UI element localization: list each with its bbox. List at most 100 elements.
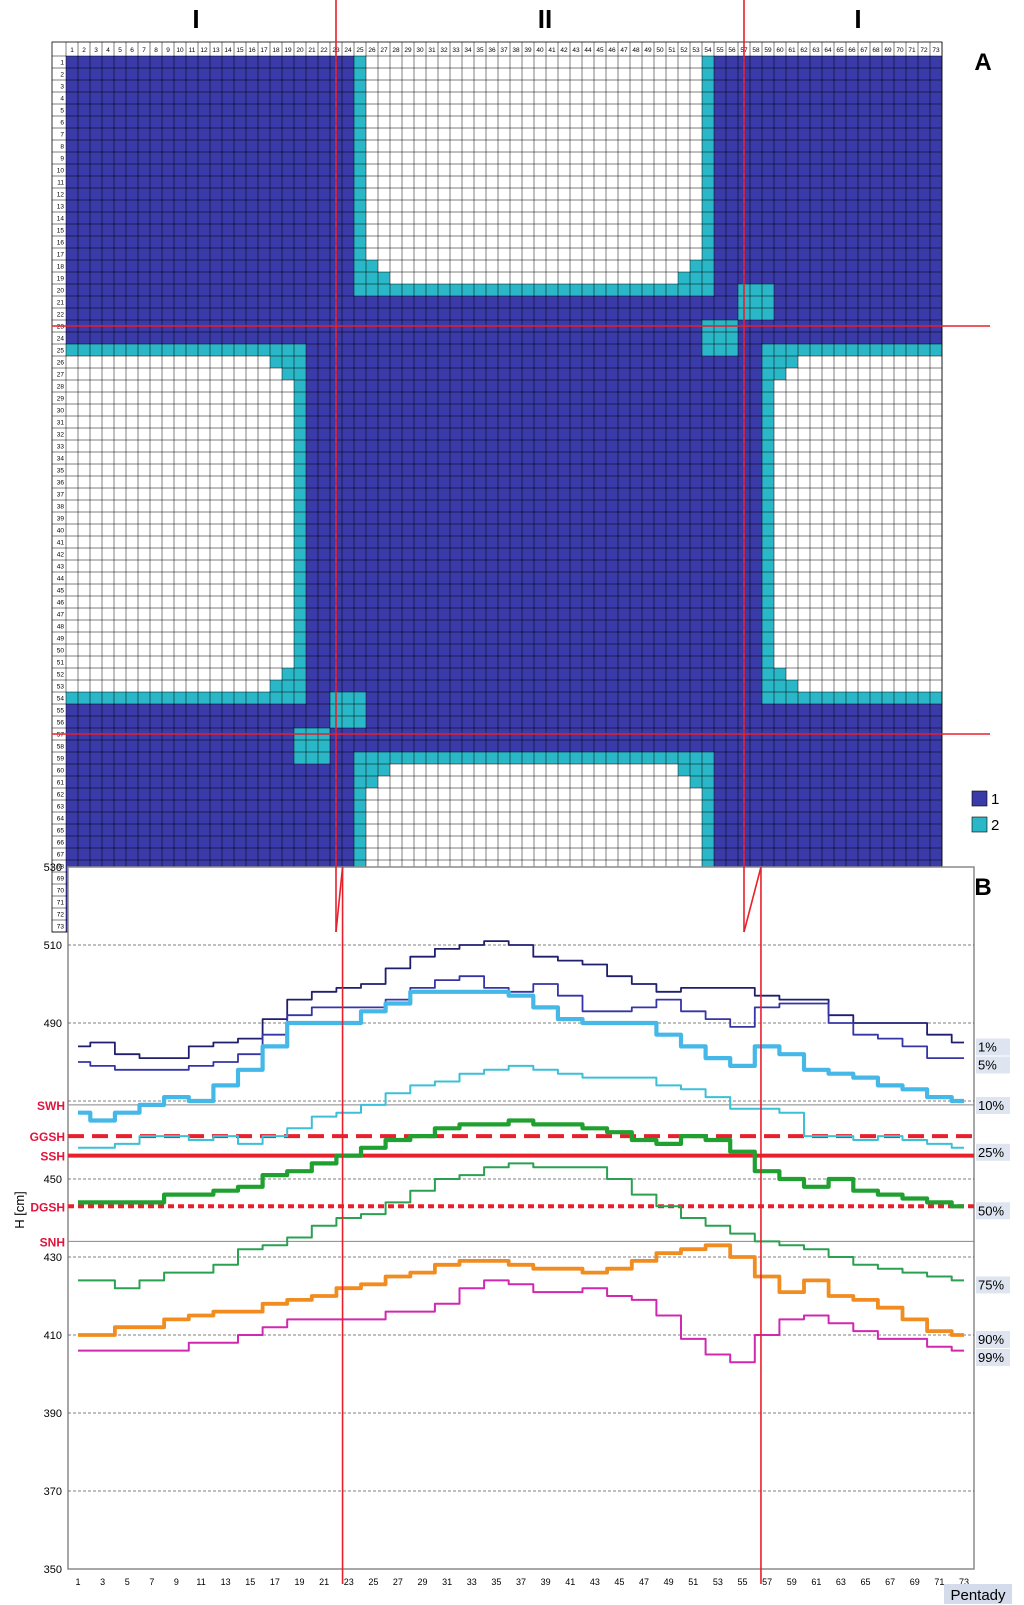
heatmap-cell	[918, 380, 930, 392]
heatmap-cell	[462, 332, 474, 344]
heatmap-cell	[222, 716, 234, 728]
heatmap-cell	[522, 308, 534, 320]
heatmap-cell	[798, 452, 810, 464]
heatmap-cell	[198, 632, 210, 644]
heatmap-cell	[498, 380, 510, 392]
heatmap-cell	[426, 452, 438, 464]
heatmap-cell	[90, 212, 102, 224]
heatmap-cell	[102, 200, 114, 212]
heatmap-cell	[66, 800, 78, 812]
heatmap-cell	[222, 488, 234, 500]
heatmap-cell	[78, 596, 90, 608]
heatmap-cell	[438, 212, 450, 224]
heatmap-cell	[426, 716, 438, 728]
heatmap-cell	[114, 308, 126, 320]
heatmap-cell	[186, 812, 198, 824]
heatmap-cell	[222, 380, 234, 392]
heatmap-cell	[78, 188, 90, 200]
heatmap-cell	[630, 356, 642, 368]
heatmap-cell	[522, 224, 534, 236]
heatmap-cell	[342, 512, 354, 524]
heatmap-cell	[534, 512, 546, 524]
heatmap-cell	[222, 80, 234, 92]
heatmap-cell	[282, 200, 294, 212]
heatmap-cell	[126, 512, 138, 524]
heatmap-cell	[390, 188, 402, 200]
heatmap-cell	[786, 272, 798, 284]
heatmap-cell	[882, 848, 894, 860]
heatmap-cell	[918, 68, 930, 80]
heatmap-cell	[510, 380, 522, 392]
heatmap-cell	[102, 752, 114, 764]
heatmap-cell	[894, 596, 906, 608]
heatmap-cell	[678, 248, 690, 260]
heatmap-cell	[210, 848, 222, 860]
heatmap-cell	[594, 848, 606, 860]
heatmap-cell	[462, 800, 474, 812]
heatmap-cell	[690, 668, 702, 680]
heatmap-cell	[78, 524, 90, 536]
heatmap-cell	[90, 488, 102, 500]
heatmap-cell	[786, 668, 798, 680]
heatmap-cell	[390, 656, 402, 668]
heatmap-cell	[342, 212, 354, 224]
heatmap-cell	[66, 716, 78, 728]
heatmap-cell	[870, 236, 882, 248]
heatmap-cell	[294, 116, 306, 128]
heatmap-cell	[210, 704, 222, 716]
heatmap-cell	[654, 524, 666, 536]
heatmap-cell	[714, 572, 726, 584]
heatmap-cell	[390, 296, 402, 308]
heatmap-cell	[726, 176, 738, 188]
heatmap-cell	[426, 824, 438, 836]
heatmap-cell	[450, 200, 462, 212]
heatmap-cell	[402, 68, 414, 80]
heatmap-cell	[666, 152, 678, 164]
heatmap-cell	[150, 128, 162, 140]
heatmap-cell	[258, 536, 270, 548]
heatmap-cell	[870, 608, 882, 620]
heatmap-cell	[630, 428, 642, 440]
heatmap-cell	[726, 668, 738, 680]
heatmap-cell	[630, 548, 642, 560]
heatmap-cell	[786, 296, 798, 308]
heatmap-cell	[630, 776, 642, 788]
heatmap-cell	[894, 548, 906, 560]
heatmap-cell	[426, 344, 438, 356]
heatmap-cell	[522, 392, 534, 404]
heatmap-cell	[762, 176, 774, 188]
heatmap-cell	[822, 488, 834, 500]
heatmap-cell	[366, 824, 378, 836]
heatmap-cell	[594, 656, 606, 668]
heatmap-cell	[714, 284, 726, 296]
heatmap-cell	[690, 224, 702, 236]
heatmap-cell	[534, 524, 546, 536]
heatmap-cell	[534, 344, 546, 356]
heatmap-cell	[726, 536, 738, 548]
heatmap-cell	[594, 140, 606, 152]
heatmap-cell	[222, 128, 234, 140]
heatmap-cell	[126, 308, 138, 320]
heatmap-cell	[762, 632, 774, 644]
heatmap-cell	[342, 488, 354, 500]
heatmap-cell	[414, 632, 426, 644]
heatmap-cell	[282, 824, 294, 836]
heatmap-cell	[882, 368, 894, 380]
heatmap-cell	[774, 596, 786, 608]
heatmap-cell	[726, 212, 738, 224]
heatmap-cell	[210, 80, 222, 92]
heatmap-cell	[750, 512, 762, 524]
heatmap-cell	[342, 500, 354, 512]
heatmap-cell	[390, 452, 402, 464]
heatmap-cell	[66, 764, 78, 776]
heatmap-cell	[570, 488, 582, 500]
heatmap-cell	[150, 236, 162, 248]
heatmap-cell	[258, 224, 270, 236]
heatmap-cell	[90, 188, 102, 200]
heatmap-cell	[582, 140, 594, 152]
heatmap-cell	[246, 740, 258, 752]
heatmap-cell	[222, 800, 234, 812]
heatmap-cell	[750, 824, 762, 836]
heatmap-cell	[702, 296, 714, 308]
heatmap-cell	[402, 476, 414, 488]
